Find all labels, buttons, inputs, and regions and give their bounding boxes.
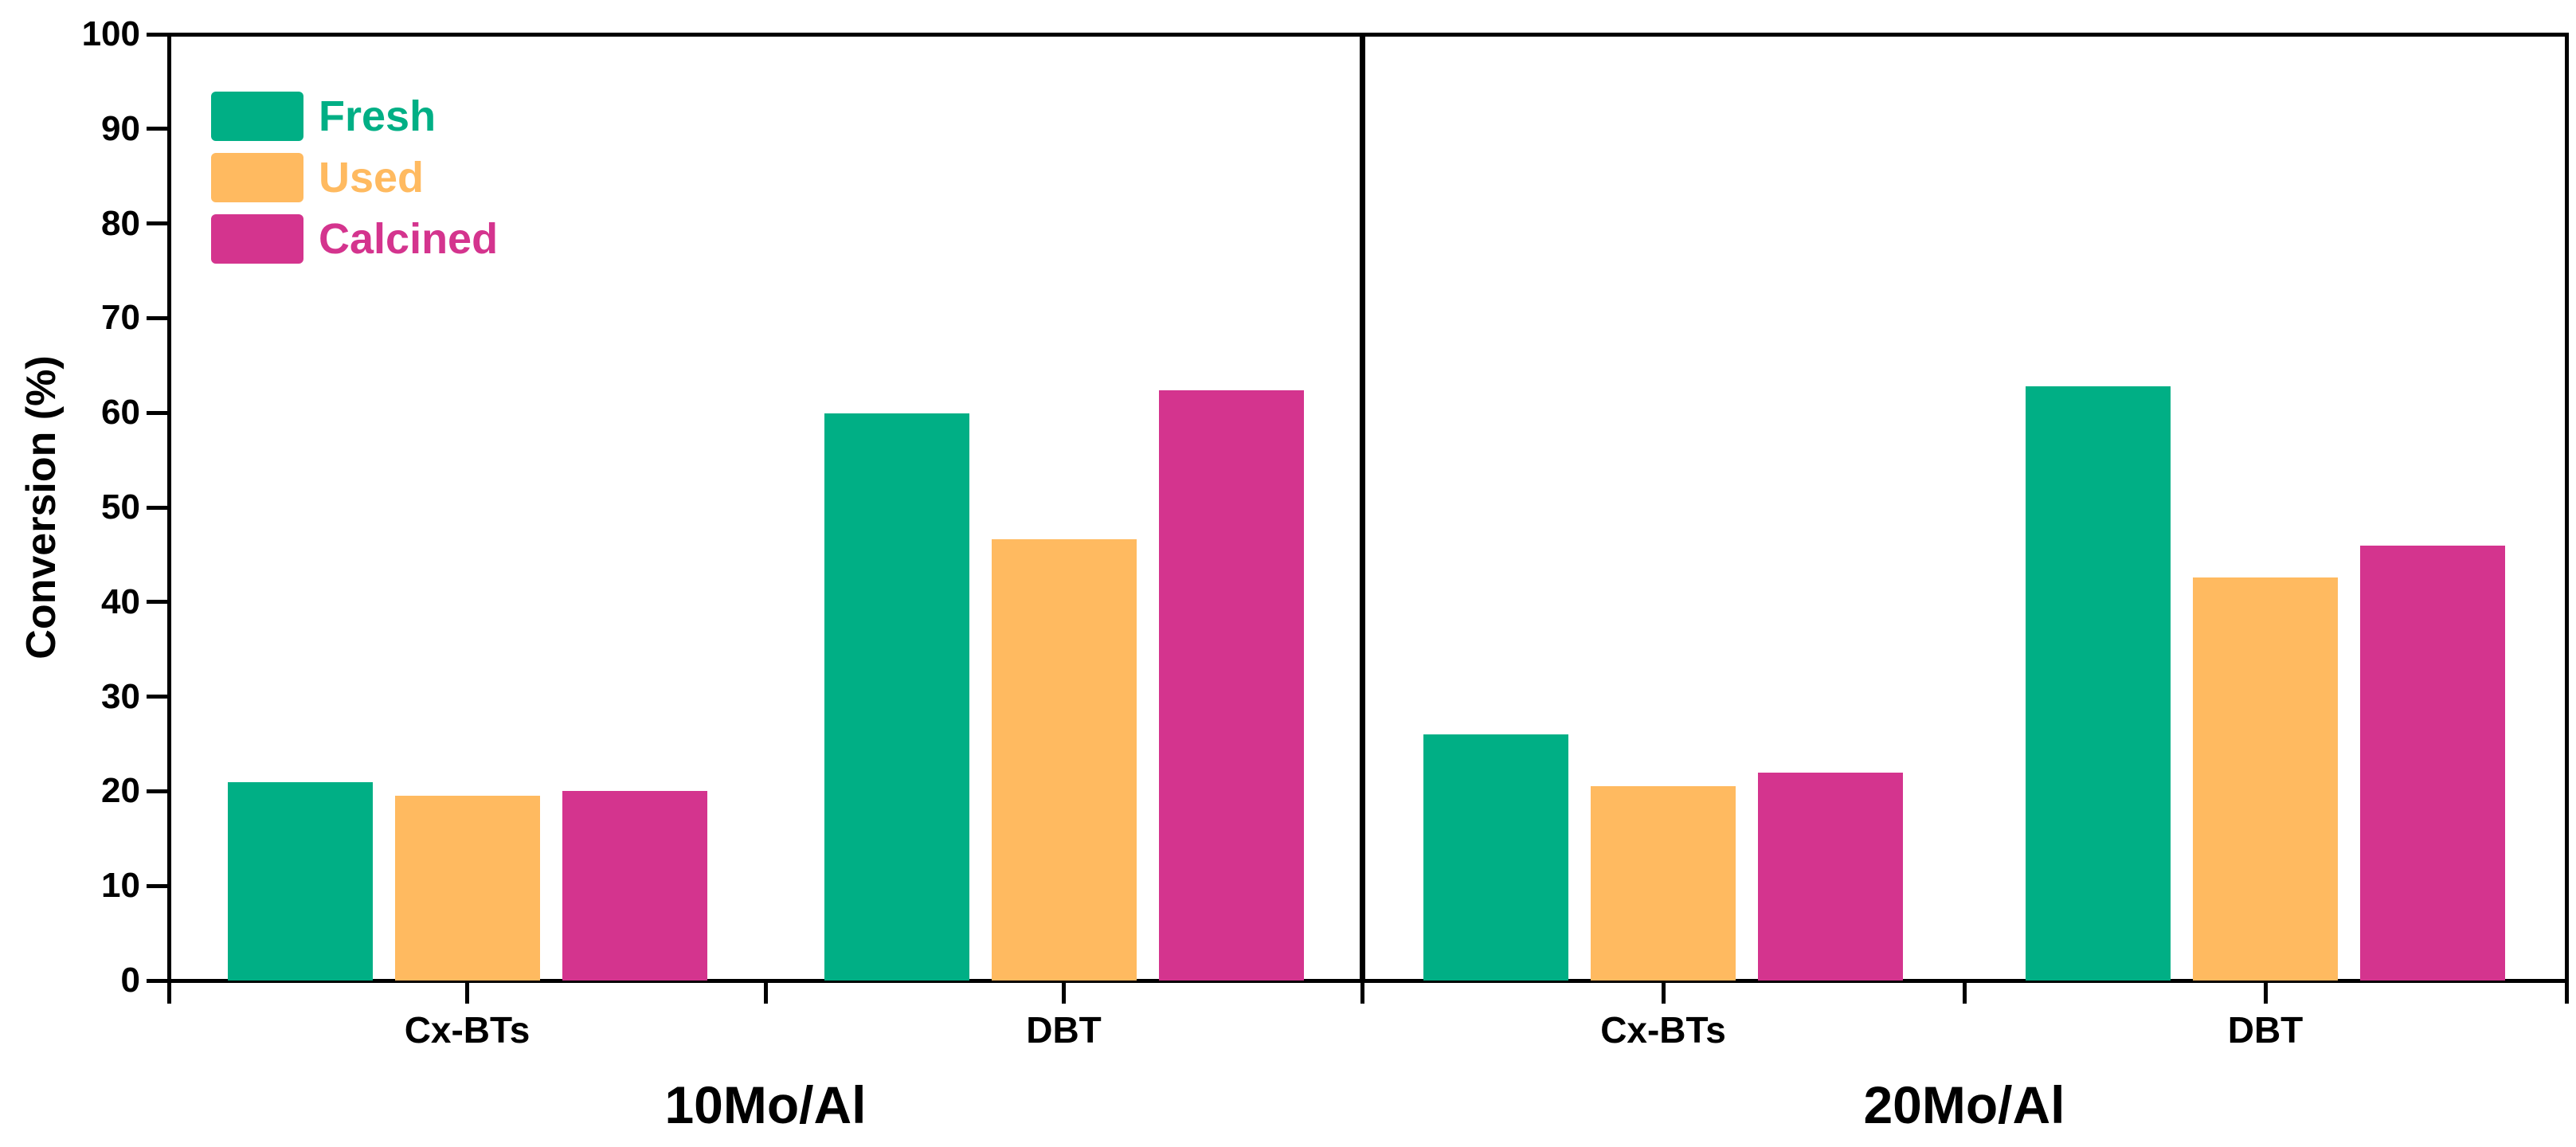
- x-category-tick: [2263, 982, 2268, 1004]
- x-axis-category-label: Cx-BTs: [1600, 1009, 1726, 1051]
- bar-20moal-dbt-fresh: [2026, 386, 2171, 981]
- panel-divider: [1359, 34, 1365, 981]
- y-tick: [146, 315, 167, 320]
- legend-label: Used: [319, 154, 425, 202]
- y-tick: [146, 221, 167, 226]
- y-tick: [146, 695, 167, 699]
- x-category-tick: [465, 982, 469, 1004]
- y-tick: [146, 883, 167, 888]
- y-tick-label: 100: [81, 14, 140, 53]
- x-axis-category-label: DBT: [1026, 1009, 1102, 1051]
- x-axis-category-label: Cx-BTs: [404, 1009, 530, 1051]
- x-boundary-tick: [763, 982, 768, 1004]
- y-tick: [146, 978, 167, 983]
- bar-10moal-cxbts-calcined: [562, 791, 707, 981]
- legend-swatch-calcined: [211, 214, 303, 264]
- y-tick-label: 30: [101, 676, 140, 716]
- bar-10moal-cxbts-used: [394, 796, 540, 981]
- y-tick-label: 80: [101, 203, 140, 243]
- y-tick: [146, 789, 167, 793]
- y-tick-label: 10: [101, 866, 140, 906]
- y-tick-label: 0: [120, 961, 140, 1000]
- bar-20moal-cxbts-calcined: [1758, 772, 1903, 981]
- x-boundary-tick: [1360, 982, 1364, 1004]
- legend-item-fresh: Fresh: [211, 92, 625, 141]
- x-boundary-tick: [166, 982, 171, 1004]
- legend-swatch-used: [211, 153, 303, 202]
- bar-20moal-cxbts-fresh: [1423, 734, 1568, 981]
- legend-swatch-fresh: [211, 92, 303, 141]
- panel-title-20moal: 20Mo/Al: [1863, 1075, 2065, 1134]
- bar-20moal-dbt-calcined: [2360, 545, 2505, 981]
- bar-10moal-cxbts-fresh: [227, 781, 373, 981]
- legend-item-used: Used: [211, 153, 625, 202]
- panel-title-10moal: 10Mo/Al: [664, 1075, 867, 1134]
- y-tick-label: 50: [101, 487, 140, 527]
- legend-item-calcined: Calcined: [211, 214, 625, 264]
- x-boundary-tick: [1962, 982, 1967, 1004]
- y-tick: [146, 127, 167, 131]
- bar-10moal-dbt-calcined: [1158, 390, 1304, 981]
- y-tick: [146, 32, 167, 37]
- bar-20moal-dbt-used: [2193, 577, 2338, 981]
- y-tick-label: 40: [101, 581, 140, 621]
- x-axis-category-label: DBT: [2227, 1009, 2304, 1051]
- x-category-tick: [1661, 982, 1666, 1004]
- bar-10moal-dbt-fresh: [824, 413, 969, 981]
- y-tick-label: 70: [101, 298, 140, 338]
- plot-area: [167, 33, 2569, 983]
- legend-label: Calcined: [319, 215, 499, 263]
- bar-20moal-cxbts-used: [1591, 786, 1736, 981]
- y-tick-label: 60: [101, 393, 140, 433]
- x-category-tick: [1062, 982, 1066, 1004]
- legend-label: Fresh: [319, 92, 437, 140]
- y-tick-label: 90: [101, 108, 140, 148]
- y-tick: [146, 410, 167, 415]
- x-boundary-tick: [2564, 982, 2569, 1004]
- y-tick: [146, 600, 167, 605]
- bar-10moal-dbt-used: [991, 539, 1137, 981]
- y-tick: [146, 505, 167, 510]
- y-tick-label: 20: [101, 771, 140, 811]
